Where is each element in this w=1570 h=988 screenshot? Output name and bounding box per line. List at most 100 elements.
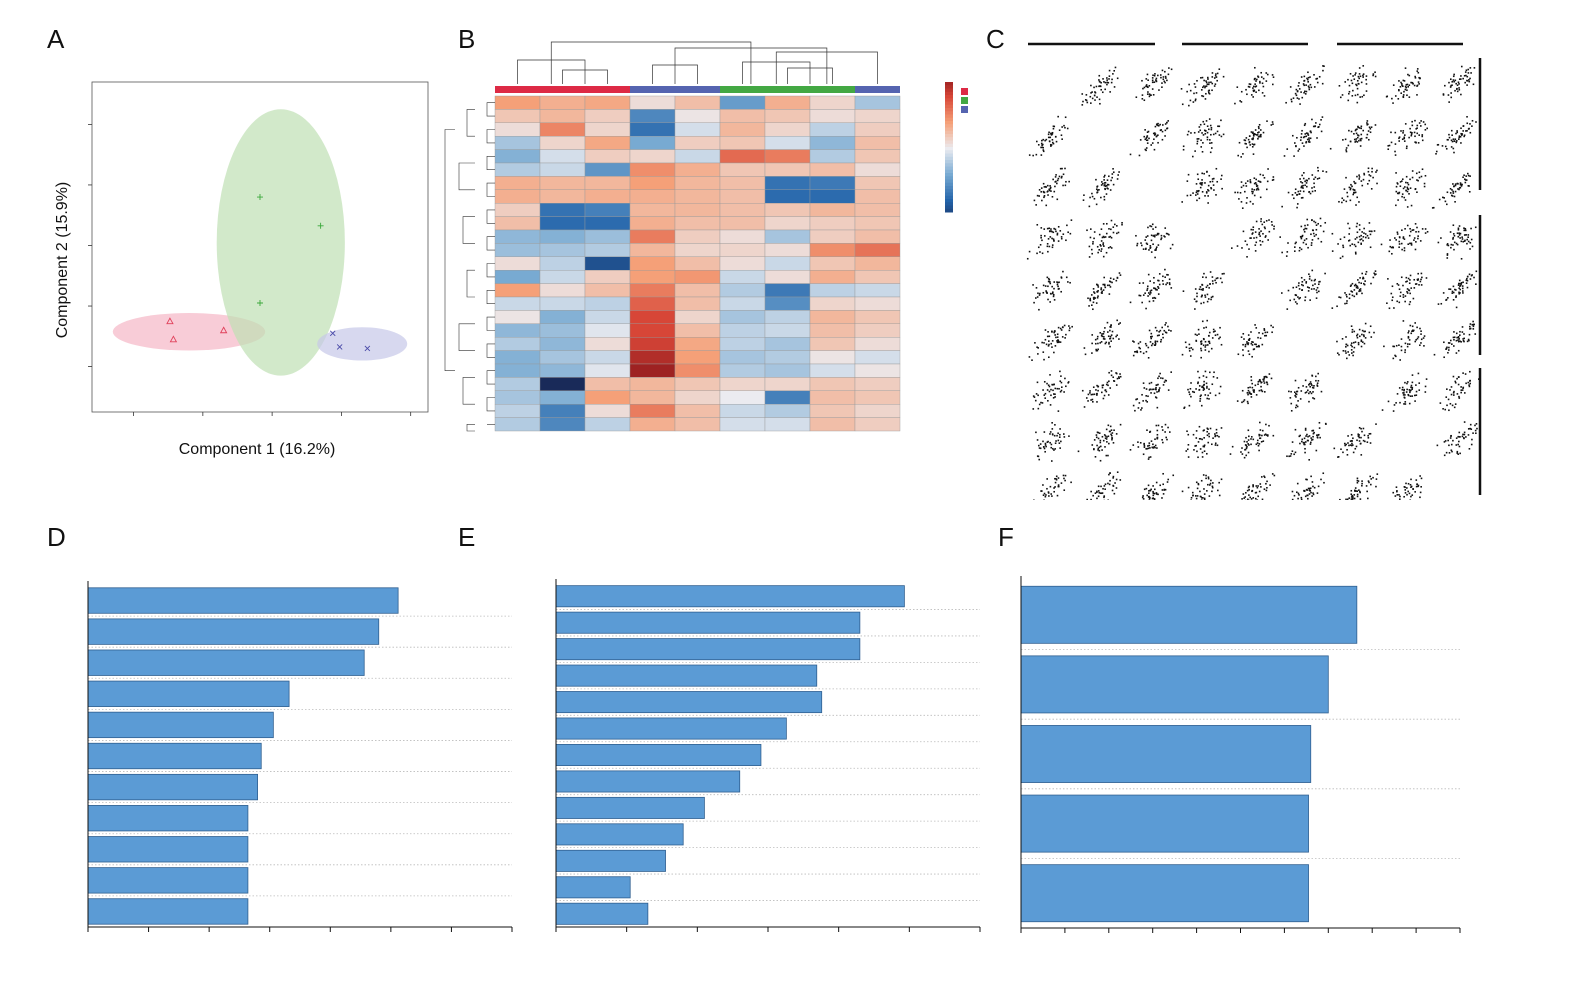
matrix-scatter-point xyxy=(1092,494,1094,497)
matrix-scatter-point xyxy=(1313,73,1315,76)
matrix-scatter-point xyxy=(1064,337,1066,339)
matrix-scatter-point xyxy=(1313,86,1316,88)
heatmap-colorscale-step xyxy=(945,153,953,158)
matrix-scatter-point xyxy=(1167,426,1169,429)
matrix-scatter-point xyxy=(1393,345,1396,348)
matrix-scatter-point xyxy=(1309,443,1312,445)
matrix-scatter-point xyxy=(1103,283,1106,286)
matrix-scatter-point xyxy=(1260,486,1262,488)
heatmap-cell xyxy=(674,109,721,124)
matrix-scatter-point xyxy=(1442,292,1445,294)
matrix-scatter-point xyxy=(1281,292,1283,294)
heatmap-cell xyxy=(629,350,676,365)
matrix-scatter-point xyxy=(1038,189,1041,191)
matrix-scatter-point xyxy=(1058,341,1060,344)
heatmap-cell xyxy=(719,269,766,284)
matrix-scatter-point xyxy=(1296,390,1299,393)
heatmap-cell xyxy=(719,296,766,311)
matrix-scatter-point xyxy=(1402,79,1405,82)
heatmap-row-dendrogram xyxy=(466,109,475,137)
matrix-scatter-point xyxy=(1185,450,1188,452)
matrix-scatter-point xyxy=(1388,307,1391,310)
matrix-scatter-point xyxy=(1252,131,1254,134)
matrix-scatter-point xyxy=(1104,327,1106,329)
matrix-scatter-point xyxy=(1162,483,1164,486)
matrix-scatter-point xyxy=(1322,472,1325,475)
matrix-scatter-point xyxy=(1450,129,1453,132)
matrix-scatter-point xyxy=(1113,69,1116,72)
matrix-scatter-point xyxy=(1301,142,1304,144)
matrix-scatter-point xyxy=(1053,487,1055,489)
matrix-scatter-point xyxy=(1145,78,1148,80)
heatmap-cell xyxy=(584,283,631,298)
matrix-scatter-point xyxy=(1053,434,1056,437)
matrix-scatter-point xyxy=(1458,282,1460,285)
matrix-scatter-point xyxy=(1200,342,1203,345)
matrix-scatter-point xyxy=(1256,439,1259,442)
matrix-scatter-point xyxy=(1028,356,1031,358)
matrix-scatter-point xyxy=(1351,291,1354,293)
matrix-scatter-point xyxy=(1250,443,1252,446)
matrix-scatter-point xyxy=(1210,127,1213,129)
matrix-scatter-point xyxy=(1209,142,1211,144)
matrix-scatter-point xyxy=(1413,84,1416,87)
matrix-scatter-point xyxy=(1392,410,1395,412)
matrix-scatter-point xyxy=(1459,232,1462,235)
matrix-scatter-point xyxy=(1161,439,1163,441)
matrix-scatter-point xyxy=(1206,387,1208,389)
matrix-scatter-point xyxy=(1436,444,1439,447)
matrix-scatter-point xyxy=(1266,435,1269,437)
matrix-scatter-point xyxy=(1249,181,1252,184)
matrix-scatter-point xyxy=(1475,121,1477,123)
matrix-scatter-point xyxy=(1250,228,1253,231)
matrix-scatter-point xyxy=(1044,329,1047,331)
heatmap-cell xyxy=(629,337,676,351)
matrix-scatter-point xyxy=(1322,65,1324,67)
matrix-scatter-point xyxy=(1298,297,1300,300)
matrix-scatter-point xyxy=(1461,287,1464,290)
matrix-scatter-point xyxy=(1210,298,1212,301)
matrix-scatter-point xyxy=(1107,335,1110,338)
matrix-scatter-point xyxy=(1110,179,1112,182)
matrix-scatter-point xyxy=(1196,190,1198,192)
matrix-scatter-point xyxy=(1249,83,1252,86)
matrix-scatter-point xyxy=(1210,296,1213,299)
matrix-scatter-point xyxy=(1271,224,1273,226)
matrix-scatter-point xyxy=(1290,100,1293,103)
matrix-scatter-point xyxy=(1448,342,1451,344)
matrix-scatter-point xyxy=(1463,240,1466,242)
matrix-scatter-point xyxy=(1246,243,1248,246)
matrix-scatter-point xyxy=(1309,489,1311,492)
matrix-scatter-point xyxy=(1302,385,1304,387)
matrix-scatter-point xyxy=(1209,180,1212,183)
matrix-scatter-point xyxy=(1244,182,1247,185)
matrix-scatter-point xyxy=(1331,232,1334,235)
matrix-scatter-point xyxy=(1154,125,1157,128)
go-cellular-components-chart xyxy=(555,579,981,932)
matrix-scatter-point xyxy=(1214,442,1217,445)
matrix-scatter-point xyxy=(1154,343,1157,345)
matrix-scatter-point xyxy=(1299,434,1301,437)
heatmap-cell xyxy=(809,202,856,217)
heatmap-class-bar xyxy=(630,86,675,93)
matrix-scatter-point xyxy=(1202,120,1205,123)
heatmap-cell xyxy=(629,176,676,190)
matrix-scatter-point xyxy=(1206,170,1208,173)
matrix-scatter-point xyxy=(1101,386,1104,389)
matrix-scatter-point xyxy=(1098,432,1101,434)
heatmap-cell xyxy=(854,337,901,351)
matrix-scatter-point xyxy=(1048,495,1050,497)
matrix-scatter-point xyxy=(1168,67,1170,69)
matrix-scatter-point xyxy=(1301,235,1304,238)
matrix-scatter-point xyxy=(1293,142,1296,144)
matrix-scatter-point xyxy=(1469,427,1472,430)
matrix-scatter-point xyxy=(1289,397,1292,399)
matrix-scatter-point xyxy=(1081,104,1084,106)
matrix-scatter-point xyxy=(1375,273,1377,275)
matrix-scatter-point xyxy=(1108,483,1111,486)
matrix-scatter-point xyxy=(1367,130,1370,132)
matrix-scatter-point xyxy=(1067,381,1070,383)
matrix-scatter-point xyxy=(1208,350,1210,353)
heatmap-cell xyxy=(719,229,766,244)
matrix-scatter-point xyxy=(1458,395,1460,398)
